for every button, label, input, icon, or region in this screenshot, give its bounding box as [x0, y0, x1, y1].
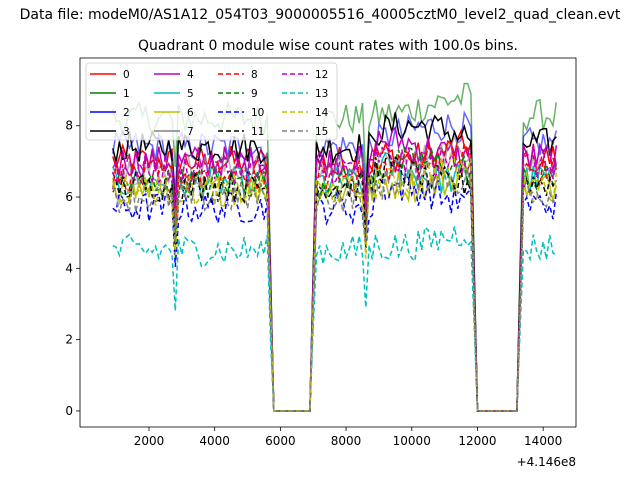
y-axis: 0 2 4 6 8 — [65, 119, 80, 418]
legend-label-2: 2 — [123, 107, 130, 119]
x-tick-label: 14000 — [524, 434, 562, 448]
series-line-8 — [112, 139, 558, 412]
legend-label-11: 11 — [251, 126, 264, 138]
x-axis: 2000 4000 6000 8000 10000 12000 14000 — [134, 427, 562, 448]
legend-label-10: 10 — [251, 107, 264, 119]
y-tick-label: 8 — [65, 119, 73, 133]
x-tick-label: 4000 — [199, 434, 230, 448]
legend-label-1: 1 — [123, 88, 130, 100]
y-tick-label: 4 — [65, 261, 73, 275]
series-layer — [112, 82, 558, 412]
legend-label-8: 8 — [251, 69, 258, 81]
legend-label-13: 13 — [315, 88, 328, 100]
legend-label-15: 15 — [315, 126, 328, 138]
y-tick-label: 2 — [65, 333, 73, 347]
legend-label-9: 9 — [251, 88, 258, 100]
series-line-15 — [112, 157, 557, 412]
x-tick-label: 8000 — [331, 434, 362, 448]
chart-title: Quadrant 0 module wise count rates with … — [138, 38, 518, 54]
legend-box — [85, 62, 338, 141]
figure-suptitle: Data file: modeM0/AS1A12_054T03_90000055… — [20, 7, 621, 23]
x-tick-label: 12000 — [458, 434, 496, 448]
plot-frame — [79, 57, 577, 428]
legend-label-5: 5 — [187, 88, 194, 100]
legend-label-4: 4 — [187, 69, 194, 81]
legend-label-0: 0 — [123, 69, 130, 81]
legend-label-14: 14 — [315, 107, 329, 119]
legend-label-7: 7 — [187, 126, 194, 138]
legend-label-6: 6 — [187, 107, 194, 119]
legend-label-3: 3 — [123, 126, 130, 138]
x-tick-label: 2000 — [134, 434, 165, 448]
y-tick-label: 0 — [65, 404, 73, 418]
x-offset-label: +4.146e8 — [517, 455, 576, 469]
series-line-12 — [112, 146, 558, 412]
legend-label-12: 12 — [315, 69, 328, 81]
y-tick-label: 6 — [65, 190, 73, 204]
x-tick-label: 6000 — [265, 434, 296, 448]
x-tick-label: 10000 — [393, 434, 431, 448]
